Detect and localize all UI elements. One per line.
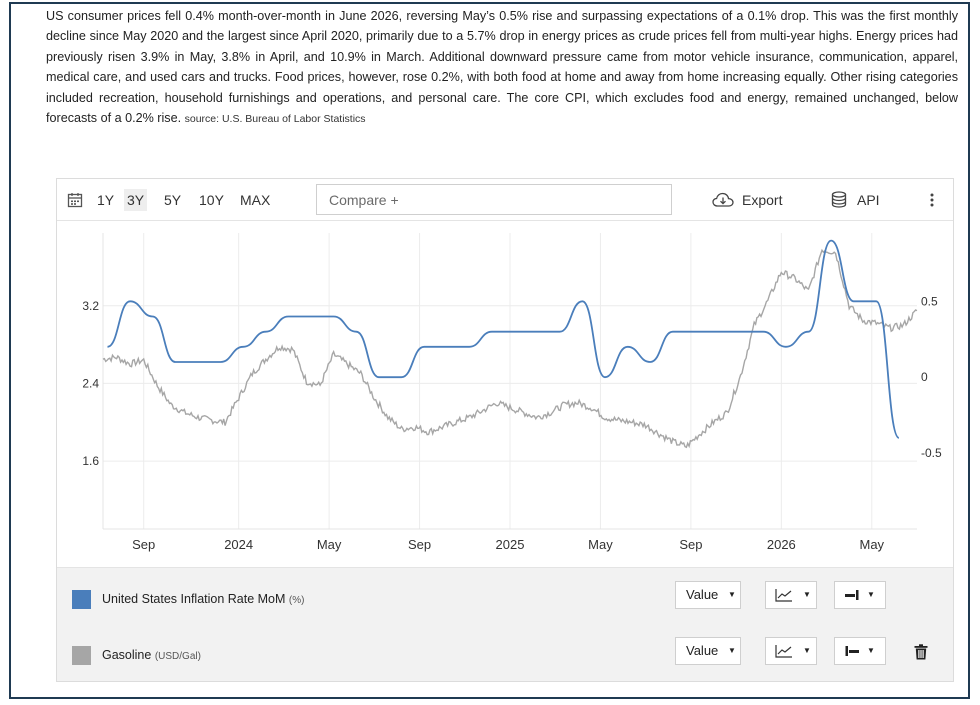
axis-left-icon: [845, 646, 859, 656]
more-vert-icon[interactable]: [929, 192, 935, 208]
legend-series-name: United States Inflation Rate MoM: [102, 592, 286, 606]
chart-type-select[interactable]: ▼: [765, 581, 817, 609]
trash-icon[interactable]: [914, 644, 928, 660]
left-y-tick-label: 1.6: [82, 454, 99, 468]
line-chart-icon: [775, 589, 792, 602]
gasoline-series: [102, 248, 918, 449]
chevron-down-icon: ▼: [867, 646, 875, 655]
legend-swatch: [72, 646, 91, 665]
x-tick-label: May: [859, 537, 884, 552]
chevron-down-icon: ▼: [867, 590, 875, 599]
value-select[interactable]: Value ▼: [675, 637, 741, 665]
right-y-tick-label: 0: [921, 370, 928, 384]
legend-series-unit: (%): [288, 595, 305, 606]
right-y-tick-label: -0.5: [921, 446, 942, 460]
legend-row-gasoline: Gasoline (USD/Gal) Value ▼ ▼ ▼: [57, 624, 953, 680]
axis-select[interactable]: ▼: [834, 581, 886, 609]
api-button[interactable]: API: [831, 189, 891, 211]
value-select[interactable]: Value ▼: [675, 581, 741, 609]
chevron-down-icon: ▼: [803, 590, 811, 599]
line-chart-icon: [775, 645, 792, 658]
axis-select[interactable]: ▼: [834, 637, 886, 665]
inflation-line: [107, 239, 900, 439]
gasoline-line: [102, 248, 918, 449]
database-icon: [831, 191, 847, 208]
range-max-button[interactable]: MAX: [240, 192, 271, 208]
source-label: source: U.S. Bureau of Labor Statistics: [184, 113, 366, 126]
legend-label: United States Inflation Rate MoM (%): [102, 592, 304, 606]
range-1y-button[interactable]: 1Y: [97, 192, 115, 208]
calendar-icon[interactable]: [67, 192, 83, 208]
chevron-down-icon: ▼: [728, 646, 736, 655]
chevron-down-icon: ▼: [803, 646, 811, 655]
legend-series-name: Gasoline: [102, 648, 152, 662]
chevron-down-icon: ▼: [728, 590, 736, 599]
chart-grid: [102, 233, 917, 530]
left-y-tick-label: 3.2: [82, 299, 99, 313]
api-label: API: [857, 192, 880, 208]
x-tick-label: Sep: [679, 537, 702, 552]
range-3y-button[interactable]: 3Y: [124, 189, 148, 211]
axis-right-icon: [845, 590, 859, 600]
chart-widget: 1Y 3Y 5Y 10Y MAX Export API: [56, 178, 954, 682]
value-select-label: Value: [686, 643, 719, 658]
inflation-series: [107, 239, 900, 439]
chart-axes: Sep 2024 May Sep 2025 May Sep 2026 May 3.2 2.4 1.6 0…: [82, 294, 942, 552]
legend-label: Gasoline (USD/Gal): [102, 648, 201, 662]
range-5y-button[interactable]: 5Y: [164, 192, 182, 208]
chart-type-select[interactable]: ▼: [765, 637, 817, 665]
legend-series-unit: (USD/Gal): [154, 651, 201, 662]
cloud-download-icon: [712, 192, 734, 207]
x-tick-label: May: [588, 537, 613, 552]
x-tick-label: Sep: [408, 537, 431, 552]
x-tick-label: Sep: [132, 537, 155, 552]
export-label: Export: [742, 192, 783, 208]
left-y-tick-label: 2.4: [82, 376, 99, 390]
export-button[interactable]: Export: [712, 189, 792, 211]
legend-row-inflation: United States Inflation Rate MoM (%) Val…: [57, 568, 953, 624]
x-tick-label: 2026: [767, 537, 796, 552]
chart-plot: Sep 2024 May Sep 2025 May Sep 2026 May 3.2 2.4 1.6 0…: [82, 233, 942, 552]
legend-swatch: [72, 590, 91, 609]
compare-input[interactable]: [316, 184, 672, 215]
summary-text: US consumer prices fell 0.4% month-over-…: [46, 9, 958, 126]
x-tick-label: May: [317, 537, 342, 552]
right-y-tick-label: 0.5: [921, 294, 938, 308]
x-tick-label: 2025: [496, 537, 525, 552]
chart-toolbar: 1Y 3Y 5Y 10Y MAX Export API: [57, 179, 953, 221]
value-select-label: Value: [686, 587, 719, 602]
summary-paragraph: US consumer prices fell 0.4% month-over-…: [46, 6, 958, 129]
legend-panel: United States Inflation Rate MoM (%) Val…: [57, 567, 953, 681]
x-tick-label: 2024: [224, 537, 253, 552]
range-10y-button[interactable]: 10Y: [199, 192, 224, 208]
